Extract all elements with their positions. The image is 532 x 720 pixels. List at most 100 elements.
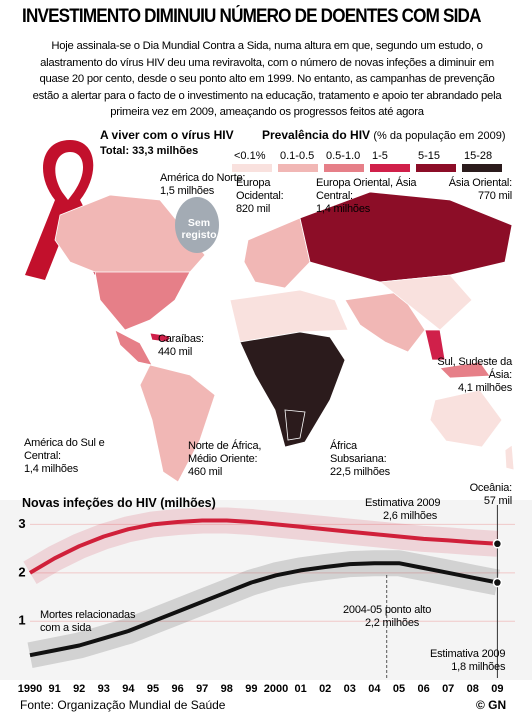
legend-label: 1-5 bbox=[372, 150, 388, 162]
region-name: Caraíbas: bbox=[158, 333, 204, 345]
x-tick-label: 04 bbox=[368, 683, 381, 695]
legend-label: 0.5-1.0 bbox=[326, 150, 360, 162]
series-line bbox=[29, 561, 498, 658]
map-total: Total: 33,3 milhões bbox=[100, 145, 199, 157]
region-label: América do Sul e Central: 1,4 milhões bbox=[24, 437, 114, 476]
x-tick-label: 91 bbox=[48, 683, 60, 695]
country-region bbox=[243, 217, 311, 289]
country-region bbox=[284, 409, 306, 441]
x-tick-label: 02 bbox=[319, 683, 331, 695]
region-label: Oceânia: 57 mil bbox=[440, 482, 513, 508]
legend-label: 0.1-0.5 bbox=[280, 150, 314, 162]
world-map bbox=[54, 191, 515, 483]
title: INVESTIMENTO DIMINUIU NÚMERO DE DOENTES … bbox=[22, 6, 481, 27]
annotation-title: Estimativa 2009 bbox=[430, 648, 506, 660]
legend-swatch bbox=[232, 164, 272, 172]
x-tick-label: 97 bbox=[196, 683, 208, 695]
x-tick-label: 01 bbox=[294, 683, 306, 695]
end-point bbox=[492, 577, 503, 588]
legend-heading: Prevalência do HIV (% da população em 20… bbox=[262, 128, 505, 142]
x-tick-label: 2000 bbox=[264, 683, 288, 695]
region-name: Sul, Sudeste da Ásia: bbox=[437, 356, 512, 381]
source: Fonte: Organização Mundial de Saúde bbox=[20, 698, 226, 712]
y-tick-label: 3 bbox=[18, 516, 25, 531]
country-region bbox=[299, 191, 513, 283]
x-tick-label: 03 bbox=[344, 683, 356, 695]
credit: © GN bbox=[476, 698, 507, 712]
legend: <0.1% 0.1-0.5 0.5-1.0 1-5 5-15 15-28 bbox=[232, 150, 502, 172]
country-region bbox=[149, 332, 171, 343]
end-point bbox=[492, 539, 503, 549]
x-tick-label: 06 bbox=[417, 683, 429, 695]
annotation-text: 2,2 milhões bbox=[365, 617, 420, 629]
legend-swatch bbox=[416, 164, 456, 172]
annotation-text: 2,6 milhões bbox=[383, 510, 438, 522]
map-title: A viver com o vírus HIV bbox=[100, 128, 234, 142]
x-tick-label: 93 bbox=[98, 683, 110, 695]
country-region bbox=[424, 329, 446, 361]
series-line bbox=[28, 518, 498, 575]
country-region bbox=[429, 389, 503, 448]
region-name: América do Norte: bbox=[160, 172, 246, 184]
legend-label: 5-15 bbox=[418, 150, 440, 162]
legend-label: 15-28 bbox=[464, 150, 492, 162]
region-label: Ásia Oriental: 770 mil bbox=[430, 177, 512, 203]
region-value: 1,4 milhões bbox=[316, 203, 371, 215]
legend-label: <0.1% bbox=[234, 150, 266, 162]
x-tick-label: 95 bbox=[147, 683, 159, 695]
region-value: 440 mil bbox=[158, 346, 193, 358]
x-tick-label: 1990 bbox=[18, 683, 42, 695]
legend-title: Prevalência do HIV bbox=[262, 128, 371, 142]
region-value: 1,4 milhões bbox=[24, 463, 79, 475]
region-name: Ásia Oriental: bbox=[448, 177, 512, 189]
chart-background bbox=[0, 500, 532, 680]
series-label: Mortes relacionadas com a sida bbox=[40, 609, 136, 634]
region-value: 4,1 milhões bbox=[457, 382, 512, 394]
country-region bbox=[114, 329, 153, 366]
region-label: América do Norte: 1,5 milhões bbox=[160, 172, 245, 198]
y-tick-label: 1 bbox=[18, 613, 25, 628]
chart-title: Novas infeções do HIV (milhões) bbox=[22, 496, 216, 510]
region-value: 820 mil bbox=[236, 203, 271, 215]
legend-swatch bbox=[462, 164, 502, 172]
legend-swatch bbox=[324, 164, 364, 172]
country-region bbox=[239, 331, 346, 448]
legend-swatch bbox=[370, 164, 410, 172]
x-tick-label: 99 bbox=[245, 683, 257, 695]
region-name: América do Sul e Central: bbox=[24, 437, 105, 462]
annotation-text: 1,8 milhões bbox=[451, 661, 506, 673]
region-value: 460 mil bbox=[188, 466, 223, 478]
x-tick-label: 09 bbox=[491, 683, 503, 695]
region-label: África Subsariana: 22,5 milhões bbox=[330, 440, 410, 479]
country-region bbox=[504, 444, 515, 471]
x-tick-label: 08 bbox=[467, 683, 479, 695]
region-label: Caraíbas: 440 mil bbox=[158, 333, 204, 359]
region-label: Europa Oriental, Ásia Central: 1,4 milhõe… bbox=[316, 177, 446, 216]
x-tick-label: 98 bbox=[221, 683, 233, 695]
region-value: 57 mil bbox=[483, 495, 512, 507]
annotation-title: Estimativa 2009 bbox=[365, 497, 441, 509]
x-tick-label: 92 bbox=[73, 683, 85, 695]
country-region bbox=[378, 274, 473, 331]
no-data-label: Sem registo bbox=[181, 217, 217, 241]
region-name: Europa Oriental, Ásia Central: bbox=[316, 177, 417, 202]
region-label: Norte de África, Médio Oriente: 460 mil bbox=[188, 440, 278, 479]
region-value: 770 mil bbox=[477, 190, 512, 202]
annotation: Estimativa 2009 2,6 milhões bbox=[365, 497, 440, 523]
line-chart: 1 2 3 1990 91 92 93 94 95 96 97 98 99 2000 01 02 03 04 05 0… bbox=[0, 500, 532, 695]
intro-text: Hoje assinala-se o Dia Mundial Contra a … bbox=[32, 40, 502, 118]
y-tick-label: 2 bbox=[18, 564, 25, 579]
region-label: Sul, Sudeste da Ásia: 4,1 milhões bbox=[432, 356, 512, 395]
country-region bbox=[439, 361, 491, 379]
x-tick-label: 05 bbox=[393, 683, 405, 695]
region-name: Oceânia: bbox=[469, 482, 513, 494]
no-data-region bbox=[175, 197, 219, 253]
legend-swatch bbox=[278, 164, 318, 172]
x-tick-label: 94 bbox=[122, 683, 135, 695]
country-region bbox=[139, 364, 216, 483]
x-tick-label: 07 bbox=[442, 683, 454, 695]
region-value: 1,5 milhões bbox=[160, 185, 215, 197]
annotation: 2004-05 ponto alto 2,2 milhões bbox=[343, 604, 431, 630]
